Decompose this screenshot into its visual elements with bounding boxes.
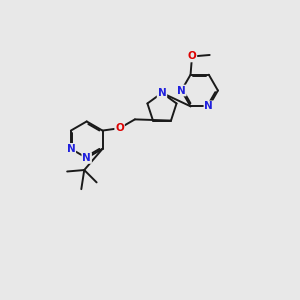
Text: O: O <box>115 123 124 133</box>
Text: N: N <box>82 153 91 163</box>
Text: N: N <box>177 85 186 95</box>
Text: N: N <box>67 144 75 154</box>
Text: O: O <box>188 52 196 61</box>
Text: N: N <box>204 101 213 111</box>
Text: N: N <box>158 88 166 98</box>
